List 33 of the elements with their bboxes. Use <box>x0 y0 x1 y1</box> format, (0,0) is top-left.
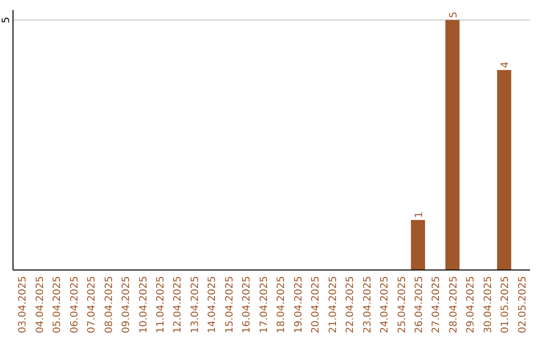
x-tick-label: 13.04.2025 <box>190 276 201 334</box>
x-tick-label: 10.04.2025 <box>138 276 150 334</box>
x-tick-label: 17.04.2025 <box>258 276 270 334</box>
x-tick-label: 16.04.2025 <box>242 276 253 334</box>
x-tick-label: 08.04.2025 <box>104 276 115 334</box>
x-tick-label: 23.04.2025 <box>362 276 374 334</box>
x-tick-label: 24.04.2025 <box>380 276 391 334</box>
x-tick-label: 19.04.2025 <box>293 276 304 334</box>
x-tick-label: 18.04.2025 <box>276 276 288 334</box>
x-tick-label: 25.04.2025 <box>396 276 408 334</box>
x-tick-label: 20.04.2025 <box>310 276 322 334</box>
x-tick-label: 21.04.2025 <box>328 276 339 334</box>
x-tick-label: 09.04.2025 <box>121 276 132 334</box>
x-tick-label: 27.04.2025 <box>431 276 442 334</box>
x-tick-label: 07.04.2025 <box>86 276 98 334</box>
x-tick-label: 15.04.2025 <box>224 276 236 334</box>
x-tick-label: 01.05.2025 <box>500 276 512 334</box>
x-tick-label: 05.04.2025 <box>52 276 64 334</box>
x-tick-label: 02.05.2025 <box>517 276 528 334</box>
x-tick-label: 11.04.2025 <box>155 276 166 334</box>
x-tick-label: 22.04.2025 <box>345 276 356 334</box>
x-tick-label: 30.04.2025 <box>482 276 494 334</box>
x-tick-label: 29.04.2025 <box>466 276 477 334</box>
x-tick-label: 12.04.2025 <box>172 276 184 334</box>
x-tick-label: 06.04.2025 <box>69 276 80 334</box>
data-label: 4 <box>500 62 512 68</box>
x-tick-label: 26.04.2025 <box>414 276 425 334</box>
data-label: 1 <box>414 212 425 218</box>
x-tick-label: 04.04.2025 <box>34 276 46 334</box>
x-tick-label: 28.04.2025 <box>448 276 460 334</box>
x-tick-label: 03.04.2025 <box>18 276 29 334</box>
data-label: 5 <box>448 12 460 18</box>
x-tick-label: 14.04.2025 <box>207 276 218 334</box>
